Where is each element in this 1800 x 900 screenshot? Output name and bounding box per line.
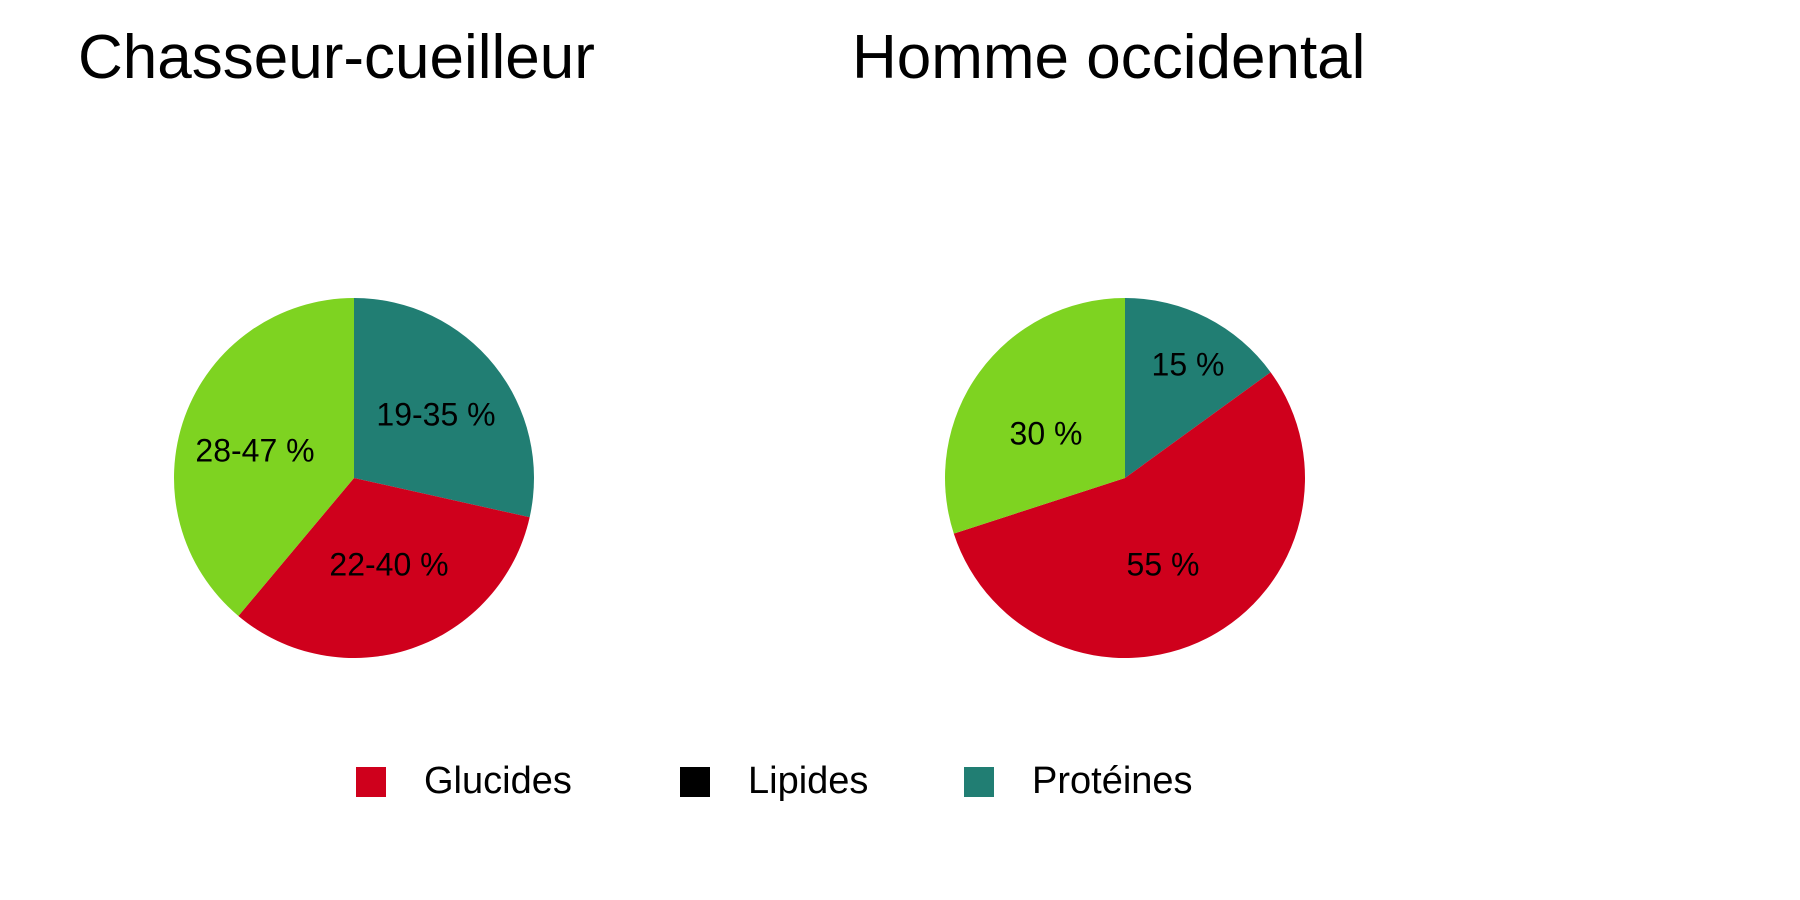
- legend-label: Glucides: [424, 760, 572, 802]
- legend-swatch: [680, 766, 710, 797]
- chart-title-western-man: Homme occidental: [852, 23, 1366, 92]
- legend-swatch: [964, 766, 994, 797]
- slice-data-label: 55 %: [1127, 546, 1200, 582]
- pie-chart-0: 19-35 % 22-40 % 28-47 %: [173, 298, 534, 659]
- slice-data-label: 28-47 %: [195, 432, 314, 468]
- legend-label: Protéines: [1032, 760, 1193, 802]
- pie-slice: [173, 298, 354, 616]
- pie-chart-1: 15 % 55 % 30 %: [945, 298, 1305, 658]
- slice-data-label: 22-40 %: [329, 546, 448, 582]
- legend-item-lipides: Lipides: [680, 760, 868, 803]
- chart-title-hunter-gatherer: Chasseur-cueilleur: [78, 23, 595, 92]
- legend-item-proteines: Protéines: [964, 760, 1193, 803]
- slice-data-label: 30 %: [1010, 415, 1083, 451]
- legend-swatch: [356, 766, 386, 797]
- legend-label: Lipides: [748, 760, 869, 802]
- slice-data-label: 19-35 %: [376, 396, 495, 432]
- pie-slice: [238, 478, 530, 659]
- pie-slice: [1125, 298, 1271, 478]
- slice-data-label: 15 %: [1152, 346, 1225, 382]
- pie-slice: [953, 372, 1305, 658]
- legend-item-glucides: Glucides: [356, 760, 572, 803]
- pie-slice: [354, 298, 534, 518]
- pie-slice: [945, 298, 1125, 534]
